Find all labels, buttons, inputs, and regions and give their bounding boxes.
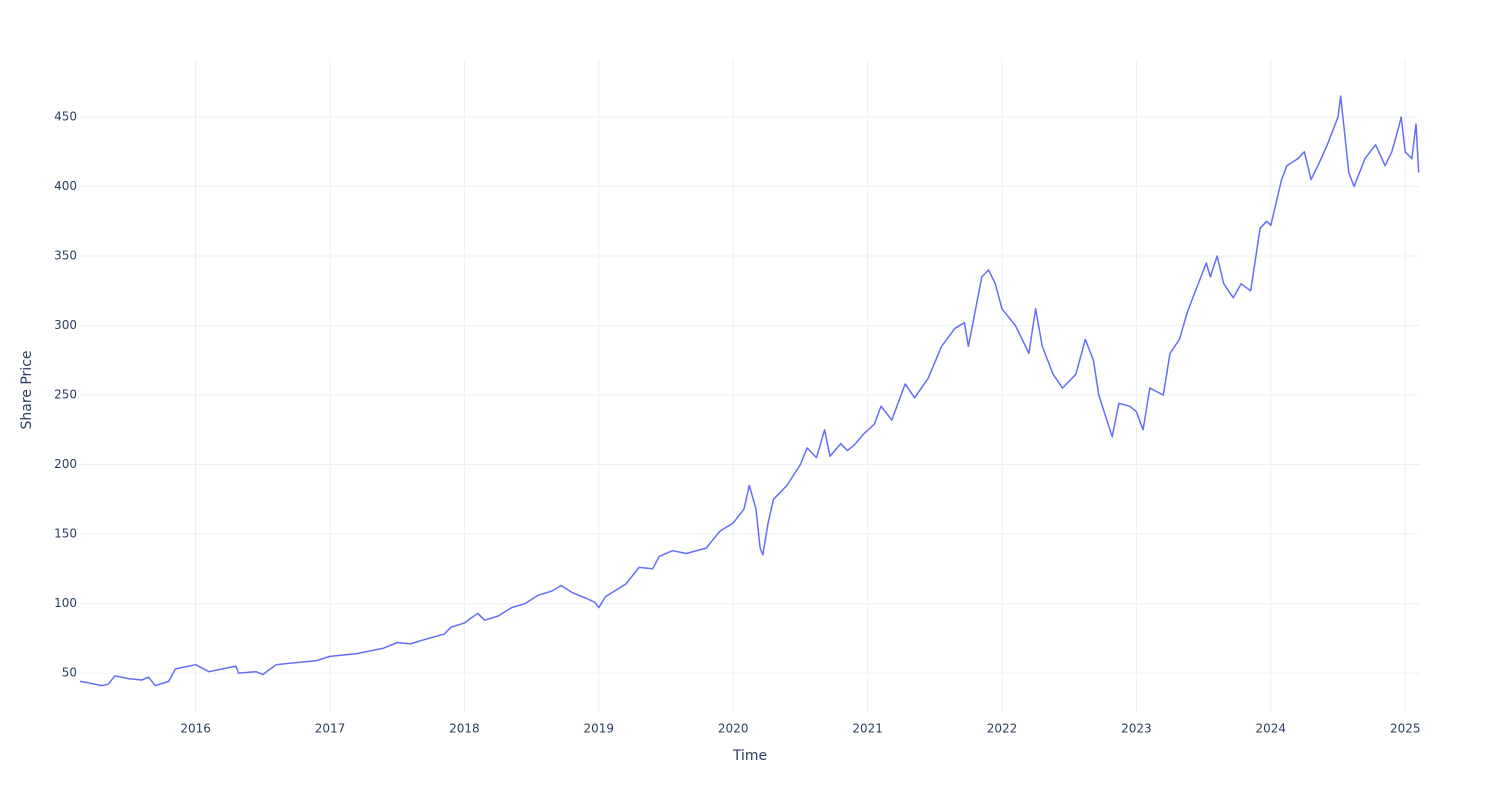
x-tick-label: 2019 xyxy=(584,722,615,736)
y-tick-label: 350 xyxy=(54,249,77,263)
price-line xyxy=(79,95,1420,687)
y-tick-label: 400 xyxy=(54,179,77,193)
x-tick-label: 2016 xyxy=(180,722,211,736)
x-tick-label: 2021 xyxy=(852,722,883,736)
x-tick-label: 2022 xyxy=(987,722,1018,736)
y-tick-label: 50 xyxy=(62,666,77,680)
x-axis-title: Time xyxy=(732,748,767,764)
x-tick-label: 2025 xyxy=(1390,722,1421,736)
x-tick-label: 2020 xyxy=(718,722,749,736)
x-tick-label: 2024 xyxy=(1256,722,1287,736)
x-tick-label: 2018 xyxy=(449,722,480,736)
x-tick-label: 2023 xyxy=(1121,722,1152,736)
y-tick-label: 450 xyxy=(54,109,77,123)
y-tick-label: 300 xyxy=(54,318,77,332)
y-tick-label: 150 xyxy=(54,527,77,541)
y-tick-label: 200 xyxy=(54,457,77,471)
x-tick-label: 2017 xyxy=(315,722,346,736)
y-axis-title: Share Price xyxy=(19,350,35,429)
y-tick-label: 100 xyxy=(54,596,77,610)
y-tick-label: 250 xyxy=(54,388,77,402)
